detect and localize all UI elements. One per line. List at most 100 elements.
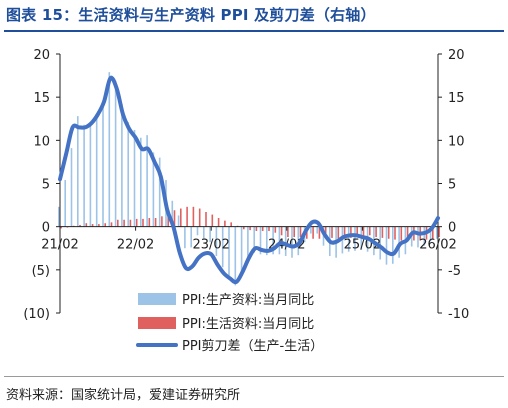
living-bar — [394, 226, 396, 240]
production-bar — [108, 72, 111, 227]
production-bar — [158, 157, 161, 227]
left-tick-label: 0 — [42, 221, 50, 236]
production-bar — [215, 226, 218, 257]
left-tick-label: 20 — [33, 48, 50, 63]
production-bar — [152, 152, 155, 227]
living-bar — [142, 218, 144, 227]
living-bar — [375, 226, 377, 238]
living-bar — [148, 218, 151, 227]
production-bar — [196, 226, 199, 236]
living-bar — [261, 226, 264, 231]
production-bar — [127, 122, 129, 227]
production-bar — [310, 226, 312, 234]
living-bar — [154, 218, 157, 227]
living-bar — [224, 220, 226, 227]
production-bar — [58, 206, 60, 227]
living-bar — [299, 226, 302, 238]
production-bar — [184, 226, 186, 249]
production-bar — [102, 103, 104, 227]
living-bar — [167, 212, 169, 227]
production-bar — [429, 226, 432, 242]
production-bar — [291, 226, 293, 258]
living-bar — [104, 223, 106, 227]
living-bar — [211, 214, 214, 227]
living-bar — [91, 224, 94, 227]
living-bar — [287, 226, 289, 238]
right-tick-label: 5 — [448, 178, 456, 193]
right-tick-label: -5 — [448, 264, 461, 279]
living-bar — [255, 226, 258, 231]
production-bar — [247, 226, 249, 259]
production-bar — [83, 124, 85, 227]
production-bar — [121, 104, 123, 227]
production-bar — [398, 226, 400, 258]
legend-swatch-production — [138, 293, 176, 305]
chart-title: 图表 15：生活资料与生产资料 PPI 及剪刀差（右轴） — [6, 6, 376, 24]
production-bar — [392, 226, 394, 264]
right-axis-ticks: 20 15 10 5 0 -5 -10 — [438, 48, 469, 322]
production-bar — [423, 226, 426, 246]
living-bar — [350, 226, 352, 238]
legend-label-living: PPI:生活资料:当月同比 — [182, 317, 314, 332]
living-bar — [110, 222, 113, 227]
living-bar — [60, 226, 62, 229]
living-bar — [438, 226, 440, 238]
living-bar — [293, 226, 295, 238]
legend-label-production: PPI:生产资料:当月同比 — [182, 293, 314, 308]
legend-label-scissors: PPI剪刀差（生产-生活） — [182, 338, 323, 354]
living-bar — [135, 218, 138, 227]
x-tick-label: 22/02 — [117, 238, 154, 253]
production-bar — [278, 226, 281, 255]
living-bar — [180, 208, 182, 227]
living-bar — [362, 226, 365, 237]
source-note: 资料来源：国家统计局，爱建证券研究所 — [6, 388, 241, 403]
living-bar — [230, 222, 232, 227]
left-tick-label: (10) — [23, 307, 50, 322]
production-bar — [203, 226, 205, 239]
x-tick-label: 21/02 — [41, 238, 78, 253]
living-bar — [387, 226, 390, 239]
living-bar — [173, 210, 176, 227]
living-bar — [268, 226, 270, 231]
production-bar — [253, 226, 255, 253]
production-bar — [70, 148, 73, 227]
production-bar — [190, 226, 192, 248]
living-bar — [192, 206, 195, 227]
footer-rule — [4, 376, 504, 377]
right-tick-label: 0 — [448, 221, 456, 236]
legend: PPI:生产资料:当月同比 PPI:生活资料:当月同比 PPI剪刀差（生产-生活… — [136, 293, 323, 354]
living-bar — [280, 226, 283, 236]
living-bar — [318, 226, 321, 239]
living-bar — [243, 226, 245, 230]
production-bar — [221, 226, 224, 268]
production-bar — [234, 226, 237, 286]
production-bar — [354, 226, 356, 251]
left-tick-label: 10 — [33, 134, 50, 149]
production-bar — [77, 116, 79, 227]
living-bars — [60, 206, 440, 241]
title-rule — [4, 30, 504, 32]
living-bar — [381, 226, 384, 238]
production-bar — [297, 226, 300, 256]
living-bar — [186, 206, 188, 227]
production-bar — [436, 226, 438, 239]
living-bar — [123, 219, 125, 227]
production-bar — [146, 135, 148, 227]
living-bar — [331, 226, 333, 238]
legend-swatch-living — [138, 317, 176, 329]
living-bar — [161, 216, 163, 227]
production-bar — [385, 226, 388, 265]
production-bar — [284, 226, 287, 257]
production-bar — [228, 226, 230, 280]
living-bar — [98, 224, 100, 227]
living-bar — [356, 226, 358, 238]
production-bar — [133, 129, 136, 227]
living-bar — [274, 226, 277, 233]
production-bar — [259, 226, 262, 255]
production-bar — [177, 215, 180, 227]
production-bar — [347, 226, 350, 252]
production-bar — [240, 226, 243, 275]
x-tick-label: 26/02 — [419, 238, 456, 253]
production-bar — [209, 226, 211, 243]
living-bar — [249, 226, 251, 231]
